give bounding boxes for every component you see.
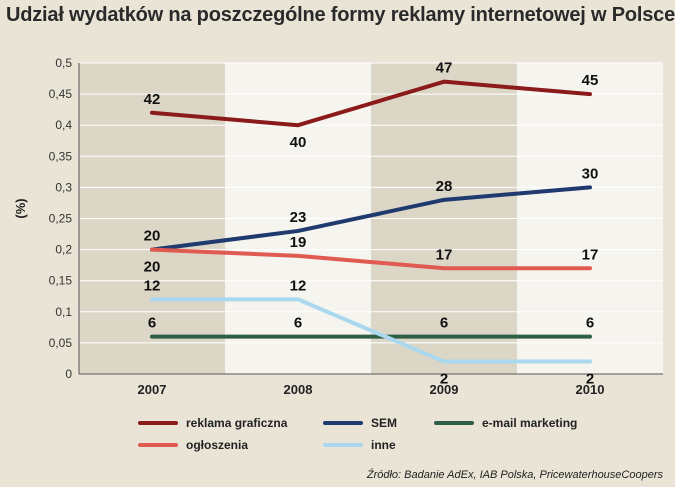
data-label: 20 [144,259,161,276]
legend-label: e-mail marketing [482,416,577,430]
data-label: 28 [436,178,453,195]
y-tick-label: 0,1 [55,305,72,319]
data-labels: 42 40 47 45 20 23 28 30 6 6 6 6 20 19 17 17 12 12 2 2 [144,60,599,388]
x-tick-label: 2008 [284,382,313,397]
data-label: 12 [290,277,307,294]
x-axis-ticks: 2007 2008 2009 2010 [138,382,605,397]
legend-label: inne [371,438,396,452]
data-label: 6 [586,315,594,332]
data-label: 40 [290,134,307,151]
y-tick-label: 0,45 [49,87,73,101]
series-line-inne [150,297,592,364]
data-label: 12 [144,277,161,294]
y-tick-label: 0,15 [49,274,73,288]
series-lines [150,79,592,364]
data-label: 47 [436,60,453,77]
series-line-ogłoszenia [150,247,592,271]
series-line-reklama-graficzna [150,79,592,128]
x-tick-label: 2010 [576,382,605,397]
legend-label: ogłoszenia [186,438,248,452]
y-axis-label: (%) [13,198,28,218]
data-label: 17 [436,246,453,263]
data-label: 2 [440,371,448,388]
data-label: 19 [290,234,307,251]
data-label: 30 [582,165,599,182]
data-label: 17 [582,246,599,263]
y-tick-label: 0,4 [55,118,72,132]
data-label: 6 [294,315,302,332]
y-tick-label: 0,3 [55,180,72,194]
y-tick-label: 0,35 [49,149,73,163]
data-label: 20 [144,228,161,245]
x-tick-label: 2009 [430,382,459,397]
data-label: 6 [440,315,448,332]
legend-label: reklama graficzna [186,416,288,430]
chart-title: Udział wydatków na poszczególne formy re… [6,4,675,26]
y-axis-ticks: 0 0,05 0,1 0,15 0,2 0,25 0,3 0,35 0,4 0,45 0,5 [49,56,73,381]
data-label: 42 [144,91,161,108]
legend-label: SEM [371,416,397,430]
gridlines [78,62,663,375]
y-tick-label: 0 [65,367,72,381]
data-label: 6 [148,315,156,332]
source-note: Źródło: Badanie AdEx, IAB Polska, Pricew… [366,469,663,481]
legend: reklama graficzna SEM e-mail marketing ogło… [138,416,577,452]
data-label: 23 [290,209,307,226]
series-line-SEM [150,185,592,252]
y-tick-label: 0,05 [49,336,73,350]
y-tick-label: 0,25 [49,212,73,226]
x-tick-label: 2007 [138,382,167,397]
y-tick-label: 0,2 [55,243,72,257]
y-tick-label: 0,5 [55,56,72,70]
data-label: 45 [582,72,599,89]
data-label: 2 [586,371,594,388]
